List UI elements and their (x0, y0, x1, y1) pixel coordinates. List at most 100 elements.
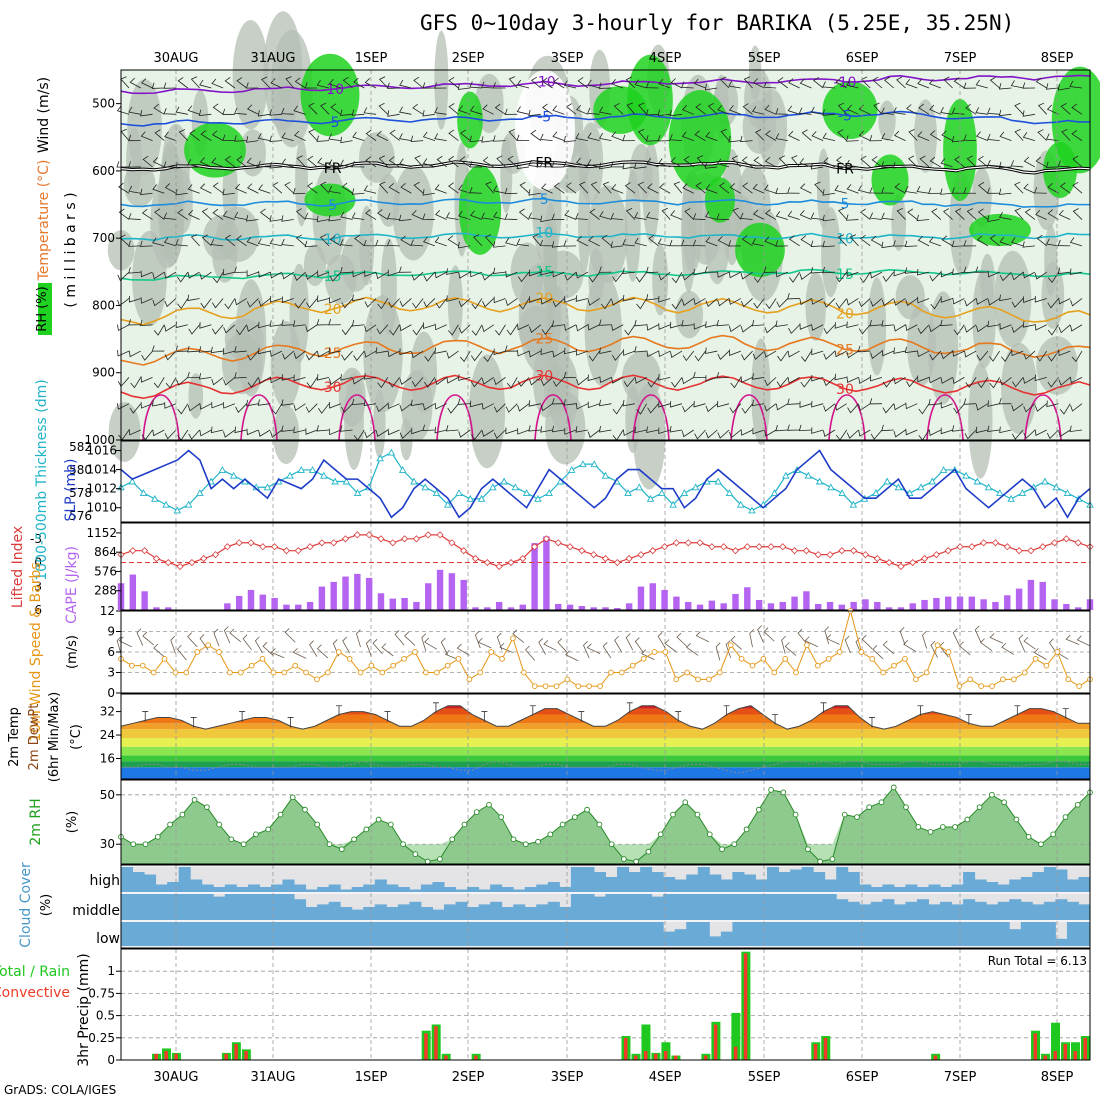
wind-barb (177, 403, 189, 415)
wind-barb (269, 162, 282, 169)
wind-barb-10m (1065, 634, 1080, 645)
cape-bar (247, 589, 255, 610)
wind10-line-point (564, 676, 571, 683)
wind-barb (504, 187, 518, 195)
wind10-line-point (194, 649, 201, 655)
wind-barb (904, 185, 918, 194)
wind-barb (458, 271, 471, 279)
cape-bar (330, 581, 337, 610)
wind-barb (470, 210, 483, 220)
cloud-cell (893, 922, 906, 946)
cloud-cell (651, 872, 664, 892)
cloud-cell (870, 887, 883, 892)
cloud-cell (767, 922, 780, 946)
wind-barb (552, 270, 565, 278)
wind-barb (681, 239, 694, 247)
cape-bar (590, 607, 597, 610)
rh2m-line-point (670, 811, 676, 818)
wind-barb (719, 76, 730, 89)
wind-barb (740, 135, 753, 143)
wind-barb (528, 189, 541, 196)
wind-barb-10m (512, 629, 525, 643)
wind-barb (308, 102, 318, 115)
wind-barb (1046, 104, 1059, 115)
wind-barb (551, 398, 565, 405)
thickness-line-point (883, 477, 891, 485)
wind-barb (447, 235, 459, 247)
wind-barb (140, 188, 153, 196)
wind-barb (634, 426, 647, 434)
thickness-line-point (455, 489, 463, 497)
cloud-cell (167, 922, 180, 946)
wind-barb (223, 402, 236, 409)
wind-barb (448, 324, 459, 336)
wind-barb (658, 158, 671, 168)
wind-barb (1069, 268, 1083, 276)
rh-contour-fill (927, 291, 959, 405)
y-tick-label: 0 (107, 686, 115, 700)
wind-barb (598, 319, 612, 326)
wind-barb (917, 78, 930, 89)
wind10-line-point (401, 655, 407, 662)
wind-barb (1071, 350, 1083, 363)
cloud-cell (686, 922, 699, 946)
cloud-row-label: high (89, 873, 120, 889)
wind-barb-10m (543, 640, 557, 651)
wind-barb (341, 298, 353, 309)
rh2m-line-point (1025, 833, 1032, 840)
wind-barb (976, 235, 989, 247)
wind-barb (624, 324, 636, 336)
wind-barb (693, 268, 706, 276)
wind-barb (587, 401, 600, 409)
wind-barb (481, 81, 494, 89)
cloud-cell (617, 922, 630, 946)
date-label-top: 8SEP (1041, 51, 1074, 66)
thickness-line-point (489, 483, 497, 491)
wind-barb (540, 215, 553, 223)
wind10-line-point (139, 662, 146, 669)
cloud-cell (916, 899, 929, 920)
wind-barb (481, 403, 494, 410)
cape-bar (472, 607, 479, 610)
minmax-whisker (1014, 705, 1021, 716)
wind10-line-point (1032, 655, 1039, 662)
wind-barb (799, 401, 812, 408)
wind-barb (434, 271, 447, 279)
wind-barb (845, 135, 859, 142)
wind-barb (860, 208, 871, 220)
wind10-line-point (967, 676, 974, 683)
wind-barb (940, 427, 953, 435)
date-label-bottom: 7SEP (944, 1070, 977, 1085)
wind-barb (670, 78, 683, 89)
wind-barb (224, 234, 236, 247)
cloud-cell (467, 922, 480, 946)
cloud-cell (1020, 901, 1033, 920)
wind-barb (881, 161, 894, 168)
wind-barb (378, 155, 389, 168)
temp-band (121, 714, 1090, 724)
wind-barb (128, 106, 141, 115)
wind-barb (117, 324, 130, 332)
wind-barb (211, 157, 224, 168)
wind10-line-point (706, 676, 712, 683)
wind-barb (141, 350, 153, 361)
wind-barb (929, 130, 942, 141)
wind-barb (940, 350, 953, 360)
wind-barb (469, 105, 483, 115)
wind-barb (869, 135, 882, 142)
wind-barb (398, 266, 412, 273)
rh-contour-fill (972, 269, 996, 369)
li-point (767, 543, 775, 551)
cloud-cell (778, 894, 791, 920)
cloud-cell (847, 901, 860, 920)
wind-barb (424, 350, 436, 362)
wind-barb (1011, 324, 1024, 333)
wind-barb (1069, 425, 1083, 433)
cloud-cell (121, 894, 134, 920)
wind-barb (258, 298, 271, 307)
wind-barb (908, 129, 918, 141)
wind-barb (364, 270, 377, 277)
slp-axis-label: SLP (mb) (63, 458, 79, 521)
wind-barb (281, 425, 294, 432)
